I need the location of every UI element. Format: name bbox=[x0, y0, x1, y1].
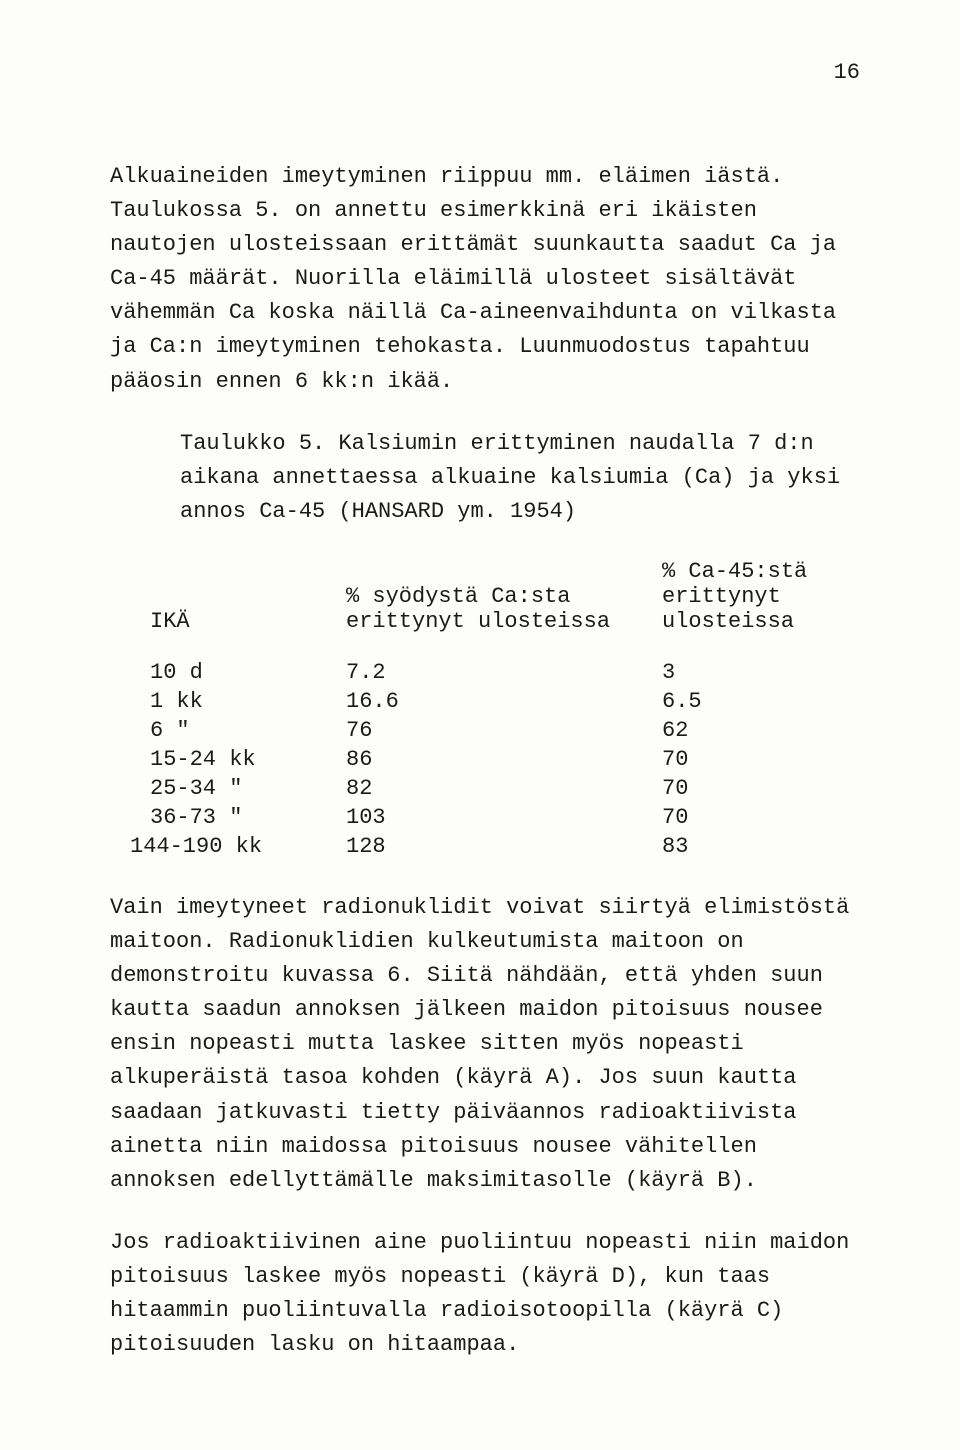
page-number: 16 bbox=[834, 60, 860, 85]
cell-age: 144-190 kk bbox=[110, 832, 338, 861]
cell-ca45: 62 bbox=[654, 716, 870, 745]
table-row: 1 kk 16.6 6.5 bbox=[110, 687, 870, 716]
col-ca45-header: % Ca-45:stäerittynyt ulosteissa bbox=[654, 557, 870, 644]
calcium-table: IKÄ % syödystä Ca:staerittynyt ulosteiss… bbox=[110, 557, 870, 861]
paragraph-3: Jos radioaktiivinen aine puoliintuu nope… bbox=[110, 1226, 870, 1362]
paragraph-2: Vain imeytyneet radionuklidit voivat sii… bbox=[110, 891, 870, 1198]
cell-ca: 16.6 bbox=[338, 687, 654, 716]
cell-age: 6 " bbox=[110, 716, 338, 745]
document-page: 16 Alkuaineiden imeytyminen riippuu mm. … bbox=[0, 0, 960, 1450]
table-row: 6 " 76 62 bbox=[110, 716, 870, 745]
table-5: IKÄ % syödystä Ca:staerittynyt ulosteiss… bbox=[110, 557, 870, 861]
table-row: 25-34 " 82 70 bbox=[110, 774, 870, 803]
cell-age: 10 d bbox=[110, 658, 338, 687]
cell-ca: 86 bbox=[338, 745, 654, 774]
col-age-header: IKÄ bbox=[110, 557, 338, 644]
cell-age: 36-73 " bbox=[110, 803, 338, 832]
cell-ca45: 70 bbox=[654, 803, 870, 832]
cell-ca: 103 bbox=[338, 803, 654, 832]
cell-ca: 82 bbox=[338, 774, 654, 803]
cell-ca45: 70 bbox=[654, 745, 870, 774]
cell-ca: 128 bbox=[338, 832, 654, 861]
cell-age: 25-34 " bbox=[110, 774, 338, 803]
cell-ca45: 83 bbox=[654, 832, 870, 861]
table-row: 10 d 7.2 3 bbox=[110, 658, 870, 687]
table-row: 36-73 " 103 70 bbox=[110, 803, 870, 832]
cell-age: 15-24 kk bbox=[110, 745, 338, 774]
table-caption: Taulukko 5. Kalsiumin erittyminen naudal… bbox=[180, 427, 850, 529]
cell-ca45: 6.5 bbox=[654, 687, 870, 716]
cell-ca: 76 bbox=[338, 716, 654, 745]
paragraph-1: Alkuaineiden imeytyminen riippuu mm. elä… bbox=[110, 160, 870, 399]
col-ca-header: % syödystä Ca:staerittynyt ulosteissa bbox=[338, 557, 654, 644]
cell-age: 1 kk bbox=[110, 687, 338, 716]
cell-ca: 7.2 bbox=[338, 658, 654, 687]
table-header-row: IKÄ % syödystä Ca:staerittynyt ulosteiss… bbox=[110, 557, 870, 644]
cell-ca45: 70 bbox=[654, 774, 870, 803]
table-row: 15-24 kk 86 70 bbox=[110, 745, 870, 774]
table-row: 144-190 kk 128 83 bbox=[110, 832, 870, 861]
cell-ca45: 3 bbox=[654, 658, 870, 687]
